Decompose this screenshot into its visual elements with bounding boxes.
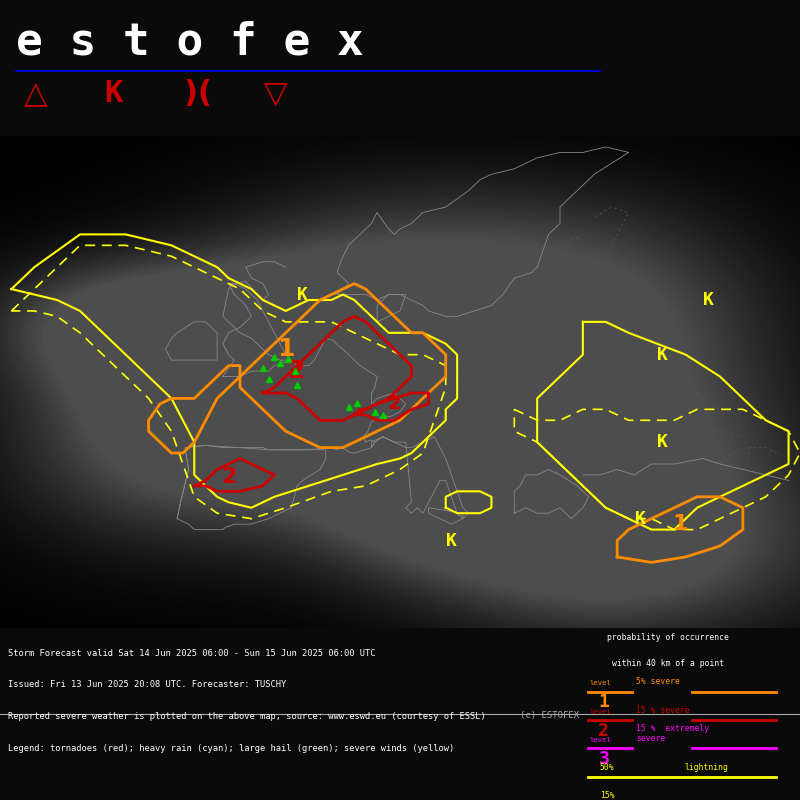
- Text: K: K: [446, 531, 457, 550]
- Text: Reported severe weather is plotted on the above map, source: www.eswd.eu (courte: Reported severe weather is plotted on th…: [8, 712, 486, 722]
- Text: K: K: [298, 286, 308, 303]
- Text: level: level: [590, 738, 611, 743]
- Text: 3: 3: [598, 750, 610, 768]
- Text: 2: 2: [289, 359, 306, 383]
- Text: (c) ESTOFEX: (c) ESTOFEX: [520, 710, 579, 719]
- Text: 15 %  extremely
severe: 15 % extremely severe: [636, 724, 709, 743]
- Text: △: △: [24, 79, 47, 108]
- Text: K: K: [658, 433, 668, 451]
- Text: K: K: [658, 346, 668, 364]
- Text: e s t o f e x: e s t o f e x: [16, 20, 364, 63]
- Text: 1: 1: [277, 338, 294, 362]
- Text: Issued: Fri 13 Jun 2025 20:08 UTC. Forecaster: TUSCHY: Issued: Fri 13 Jun 2025 20:08 UTC. Forec…: [8, 681, 286, 690]
- Text: lightning: lightning: [684, 762, 728, 772]
- Text: 1: 1: [672, 514, 688, 534]
- Text: probability of occurrence: probability of occurrence: [607, 633, 729, 642]
- Text: 50%: 50%: [600, 762, 614, 772]
- Text: 15 % severe: 15 % severe: [636, 706, 690, 715]
- Text: ▽: ▽: [264, 79, 287, 108]
- Text: 2: 2: [387, 394, 401, 414]
- Text: level: level: [590, 709, 611, 715]
- Text: Legend: tornadoes (red); heavy rain (cyan); large hail (green); severe winds (ye: Legend: tornadoes (red); heavy rain (cya…: [8, 744, 454, 753]
- Text: )(: )(: [184, 79, 222, 108]
- Text: 2: 2: [598, 722, 610, 740]
- Text: 15%: 15%: [600, 791, 614, 800]
- Text: K: K: [104, 79, 122, 108]
- Text: level: level: [590, 681, 611, 686]
- Text: within 40 km of a point: within 40 km of a point: [612, 659, 724, 668]
- Text: K: K: [703, 291, 714, 309]
- Text: K: K: [634, 510, 646, 528]
- Text: 5% severe: 5% severe: [636, 678, 680, 686]
- Text: Storm Forecast valid Sat 14 Jun 2025 06:00 - Sun 15 Jun 2025 06:00 UTC: Storm Forecast valid Sat 14 Jun 2025 06:…: [8, 649, 375, 658]
- Text: 1: 1: [598, 694, 610, 711]
- Text: 2: 2: [221, 467, 236, 487]
